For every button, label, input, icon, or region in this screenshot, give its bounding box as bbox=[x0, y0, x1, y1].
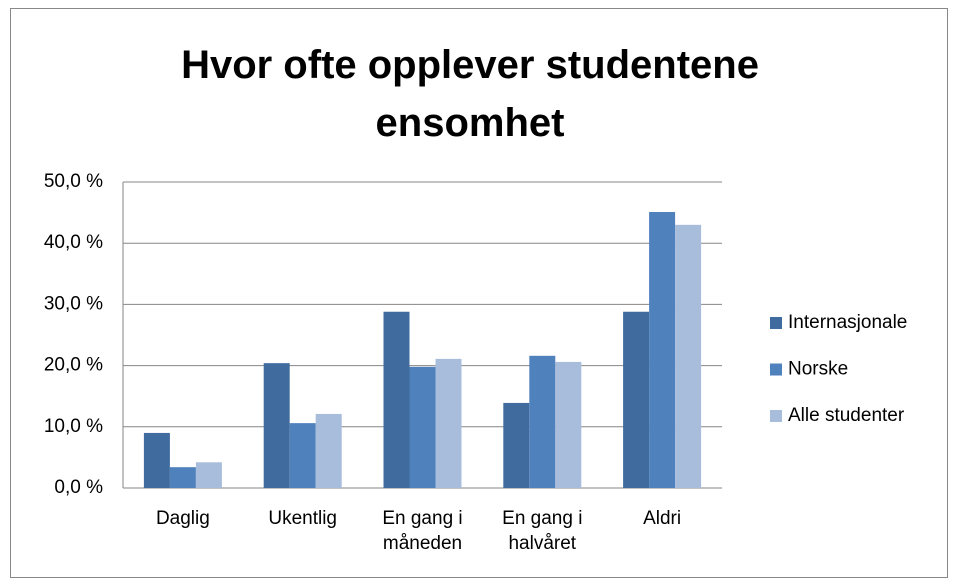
bar bbox=[169, 467, 196, 488]
legend-swatch bbox=[770, 363, 782, 376]
y-tick-label: 50,0 % bbox=[44, 171, 103, 192]
y-tick-label: 10,0 % bbox=[44, 416, 103, 437]
x-tick-label: Ukentlig bbox=[268, 508, 338, 529]
legend-swatch bbox=[770, 317, 782, 329]
bar bbox=[555, 361, 582, 488]
chart-title: Hvor ofte opplever studentene ensomhet bbox=[181, 43, 759, 145]
bar bbox=[383, 311, 410, 488]
bar bbox=[263, 363, 290, 488]
y-tick-label: 0,0 % bbox=[54, 477, 103, 498]
bar bbox=[195, 462, 222, 488]
bar bbox=[529, 355, 556, 488]
bar bbox=[289, 423, 316, 488]
bar bbox=[315, 413, 342, 488]
bar bbox=[649, 211, 676, 488]
x-tick-label: En gang i halvåret bbox=[502, 508, 583, 554]
y-tick-label: 30,0 % bbox=[44, 293, 103, 314]
bar bbox=[623, 311, 650, 488]
x-tick-label: En gang i måneden bbox=[382, 508, 463, 554]
legend-label: Alle studenter bbox=[788, 405, 905, 426]
bar bbox=[503, 402, 530, 488]
y-tick-label: 40,0 % bbox=[44, 232, 103, 253]
bar bbox=[675, 224, 702, 488]
y-tick-label: 20,0 % bbox=[44, 355, 103, 376]
bar bbox=[409, 366, 436, 488]
legend-label: Norske bbox=[788, 359, 848, 380]
legend-label: Internasjonale bbox=[788, 312, 907, 333]
bar bbox=[143, 432, 170, 488]
bar bbox=[435, 358, 462, 488]
legend-swatch bbox=[770, 410, 782, 422]
x-tick-label: Daglig bbox=[155, 508, 210, 529]
x-tick-label: Aldri bbox=[643, 508, 682, 529]
chart-frame bbox=[10, 8, 948, 578]
